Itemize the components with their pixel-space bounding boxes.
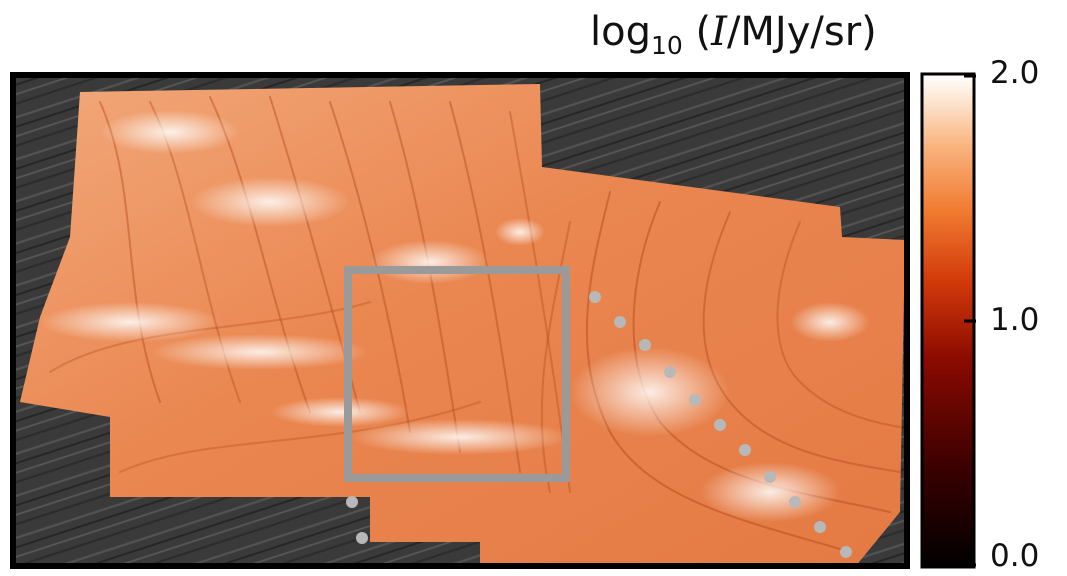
map-border <box>10 72 910 569</box>
colorbar-title-open: ( <box>695 9 712 55</box>
colorbar-tick-label-mid: 1.0 <box>990 302 1040 338</box>
colorbar-tick-label-min: 0.0 <box>990 538 1040 574</box>
colorbar-title-symbol: I <box>711 9 727 55</box>
colorbar-tick-label-max: 2.0 <box>990 55 1040 91</box>
colorbar-title: log10 (I/MJy/sr) <box>590 2 1060 62</box>
colorbar-title-log: log <box>590 9 651 55</box>
colorbar <box>920 72 976 569</box>
zoom-region-box <box>344 266 570 482</box>
colorbar-title-subscript: 10 <box>650 31 683 60</box>
colorbar-title-unit: /MJy/sr) <box>726 9 877 55</box>
marker-points <box>346 291 852 558</box>
intensity-map <box>10 72 910 569</box>
